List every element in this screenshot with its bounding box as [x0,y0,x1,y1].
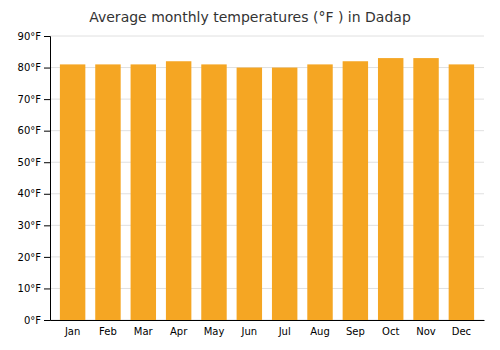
tick: 80°F [18,62,50,73]
axis-line [44,37,51,321]
plot: 0°F 10°F 20°F 30°F 40°F 50°F 60°F 70°F 80°F 90°F J… [18,31,485,337]
bar [307,64,332,320]
tick-label: Sep [346,326,365,337]
bar [131,64,156,320]
bar [237,68,262,320]
tick-label: Jun [241,326,258,337]
tick: 50°F [18,157,50,168]
tick-label: 40°F [18,188,42,199]
tick: Feb [99,326,117,337]
tick: Nov [416,326,436,337]
tick: 20°F [18,252,50,263]
bar [343,61,368,320]
tick-mark [44,257,50,258]
tick-label: 20°F [18,252,42,263]
tick-label: Mar [134,326,154,337]
tick-label: Oct [382,326,399,337]
tick: Jul [278,326,291,337]
tick-label: 10°F [18,283,42,294]
bar [413,58,438,320]
tick: Sep [346,326,365,337]
tick: Apr [170,326,188,337]
tick-label: Apr [170,326,188,337]
tick-label: 60°F [18,125,42,136]
tick-label: 70°F [18,94,42,105]
tick-mark [44,225,50,226]
tick-mark [44,99,50,100]
tick-label: 90°F [18,31,42,42]
grid [50,36,484,320]
tick: Oct [382,326,399,337]
bar [378,58,403,320]
tick: Dec [452,326,471,337]
y-axis: 0°F 10°F 20°F 30°F 40°F 50°F 60°F 70°F 80°F 90°F [18,31,51,326]
bar [60,64,85,320]
grid-line [50,36,484,37]
tick: Aug [310,326,330,337]
tick-mark [44,194,50,195]
tick-label: 50°F [18,157,42,168]
tick-label: 80°F [18,62,42,73]
tick: 60°F [18,125,50,136]
chart: 0°F 10°F 20°F 30°F 40°F 50°F 60°F 70°F 80°F 90°F J… [0,0,500,350]
tick-label: May [204,326,225,337]
bar [449,64,474,320]
tick-label: 30°F [18,220,42,231]
tick: 40°F [18,188,50,199]
bar [201,64,226,320]
tick: 10°F [18,283,50,294]
tick-label: Feb [99,326,117,337]
tick: 90°F [18,31,50,42]
x-axis: Jan Feb Mar Apr May Jun Jul Aug Sep Oct Nov Dec [51,321,485,338]
tick-mark [44,36,50,37]
tick-mark [44,162,50,163]
tick: 70°F [18,94,50,105]
tick-label: Jan [64,326,80,337]
tick: 30°F [18,220,50,231]
tick: Mar [134,326,154,337]
title: Average monthly temperatures (°F ) in Da… [89,9,411,25]
tick-mark [44,320,50,321]
bar [95,64,120,320]
tick: May [204,326,225,337]
tick-mark [44,68,50,69]
bars [60,58,474,320]
bar [166,61,191,320]
tick-label: Nov [416,326,436,337]
tick-label: Aug [310,326,330,337]
tick-label: Dec [452,326,471,337]
tick-label: Jul [278,326,291,337]
axis-line [51,320,485,321]
tick: Jun [241,326,258,337]
bar [272,68,297,320]
tick: 0°F [24,315,50,326]
tick-mark [44,131,50,132]
tick-label: 0°F [24,315,41,326]
tick-mark [44,288,50,289]
tick: Jan [64,326,80,337]
